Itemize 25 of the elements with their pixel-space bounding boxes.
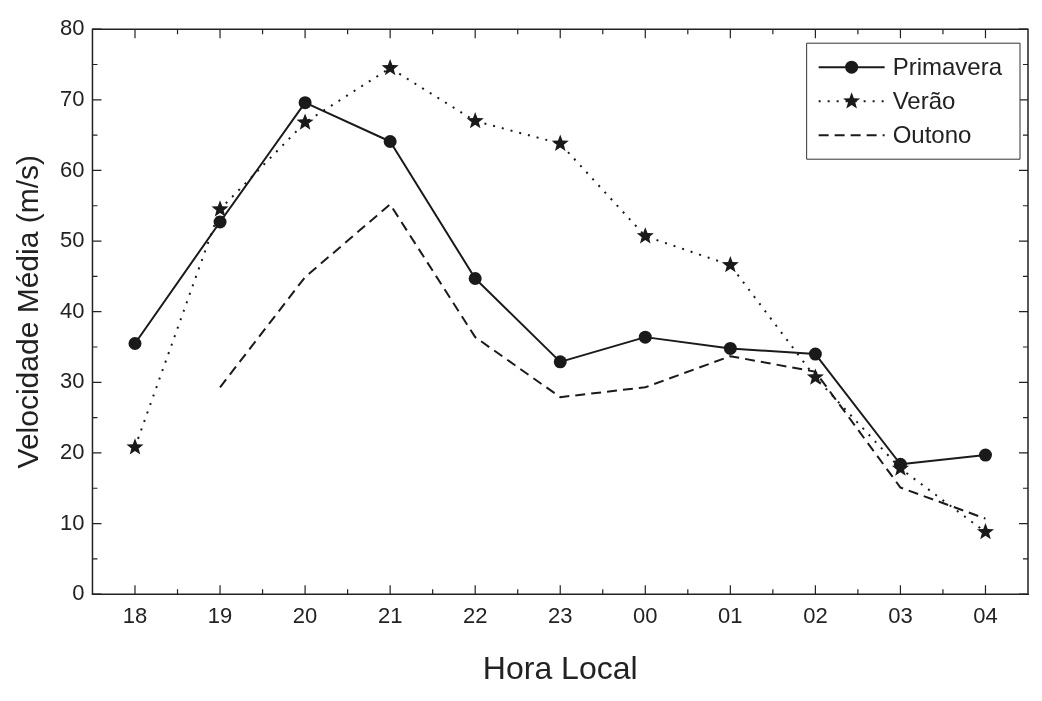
- x-tick-label: 00: [633, 603, 658, 629]
- y-tick-label: 50: [59, 227, 85, 253]
- y-axis-title: Velocidade Média (m/s): [11, 154, 45, 469]
- x-axis-title: Hora Local: [482, 649, 638, 686]
- x-tick-label: 23: [547, 603, 573, 629]
- x-tick-label: 20: [292, 603, 318, 629]
- y-tick-label: 80: [59, 15, 85, 41]
- y-tick-label: 20: [59, 439, 85, 465]
- y-tick-label: 30: [59, 368, 85, 394]
- legend-label: Primavera: [892, 52, 1003, 80]
- y-tick-label: 40: [59, 297, 85, 323]
- legend-label: Outono: [892, 120, 972, 148]
- x-tick-label: 04: [973, 603, 998, 629]
- x-tick-label: 19: [207, 603, 233, 629]
- legend-label: Verão: [892, 86, 956, 114]
- x-tick-label: 03: [888, 603, 913, 629]
- y-tick-label: 70: [59, 85, 85, 111]
- x-tick-label: 22: [462, 603, 488, 629]
- x-tick-label: 02: [803, 603, 828, 629]
- x-tick-label: 01: [718, 603, 743, 629]
- x-tick-label: 21: [377, 603, 403, 629]
- y-tick-label: 60: [59, 156, 85, 182]
- y-tick-label: 10: [59, 509, 85, 535]
- x-tick-label: 18: [122, 603, 148, 629]
- y-tick-label: 0: [72, 580, 85, 606]
